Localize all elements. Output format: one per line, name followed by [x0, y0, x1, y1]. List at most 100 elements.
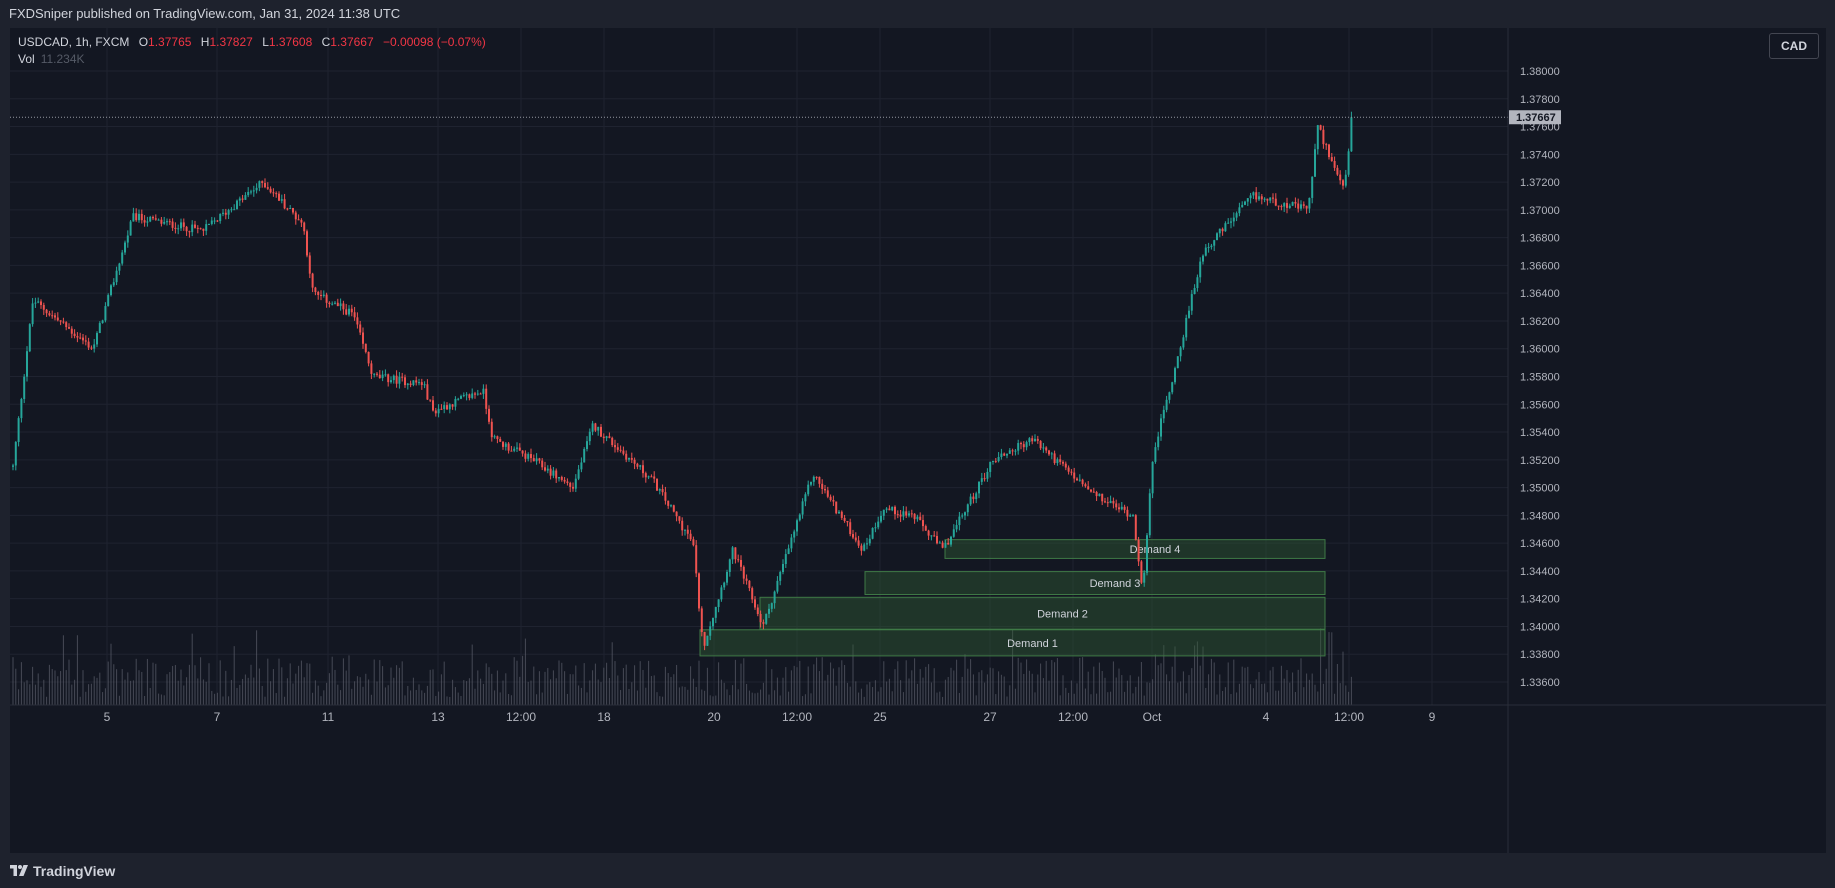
volume-bar	[26, 680, 28, 705]
volume-bar	[1107, 692, 1109, 705]
candle-body	[916, 516, 919, 520]
last-price-tag	[1509, 110, 1561, 125]
candle-body	[583, 449, 586, 463]
candle-body	[320, 294, 322, 296]
volume-bar	[1252, 688, 1254, 705]
volume-bar	[76, 635, 78, 705]
volume-bar	[46, 696, 48, 705]
candle-body	[1238, 207, 1241, 214]
volume-bar	[158, 693, 160, 705]
candle-body	[787, 548, 790, 555]
candle-body	[1263, 198, 1266, 200]
candle-body	[924, 526, 927, 531]
volume-bar	[79, 696, 81, 705]
volume-bar	[611, 642, 613, 705]
tradingview-logo[interactable]: TradingView	[10, 863, 115, 879]
candle-body	[1050, 453, 1053, 455]
volume-bar	[37, 673, 39, 705]
volume-bar	[480, 678, 482, 705]
volume-bar	[760, 689, 762, 705]
candle-body	[664, 492, 667, 501]
volume-bar	[779, 695, 781, 705]
currency-button[interactable]: CAD	[1769, 33, 1819, 59]
volume-bar	[844, 665, 846, 705]
symbol-label[interactable]: USDCAD, 1h, FXCM	[18, 35, 130, 49]
volume-bar	[650, 676, 652, 705]
volume-bar	[1334, 693, 1336, 705]
candle-body	[728, 559, 731, 572]
volume-bar	[172, 665, 174, 705]
candle-body	[82, 337, 84, 341]
volume-bar	[65, 670, 67, 705]
candle-body	[1059, 459, 1062, 462]
volume-bar	[396, 665, 398, 705]
volume-bar	[48, 664, 50, 705]
candle-body	[339, 303, 342, 307]
volume-label[interactable]: Vol	[18, 52, 35, 66]
volume-bar	[1031, 673, 1033, 705]
candle-body	[782, 564, 784, 573]
volume-row: Vol 11.234K	[18, 51, 486, 68]
volume-bar	[102, 692, 104, 705]
volume-bar	[356, 676, 358, 705]
candle-body	[154, 218, 157, 220]
volume-bar	[1339, 683, 1341, 705]
time-tick-label: Oct	[1143, 710, 1162, 724]
price-tick-label: 1.35600	[1520, 399, 1560, 411]
candle-body	[966, 504, 969, 513]
candle-body	[499, 438, 502, 442]
candle-body	[941, 542, 944, 548]
volume-bar	[737, 689, 739, 705]
publish-header: FXDSniper published on TradingView.com, …	[0, 0, 1835, 28]
candle-body	[479, 393, 482, 395]
time-tick-label: 5	[104, 710, 111, 724]
candle-body	[264, 183, 266, 188]
volume-bar	[359, 677, 361, 705]
volume-bar	[90, 683, 92, 705]
candle-body	[969, 496, 972, 505]
candle-body	[647, 476, 650, 478]
volume-bar	[970, 659, 972, 705]
candle-body	[1246, 198, 1249, 202]
candle-body	[815, 476, 818, 478]
volume-bar	[1255, 679, 1257, 705]
candle-body	[756, 607, 759, 615]
volume-bar	[1283, 678, 1285, 705]
candle-body	[247, 191, 250, 196]
volume-bar	[446, 696, 448, 705]
volume-bar	[732, 685, 734, 705]
volume-bar	[440, 674, 442, 705]
volume-bar	[351, 688, 353, 705]
candle-body	[513, 448, 516, 451]
candle-body	[1109, 500, 1112, 504]
candle-body	[317, 292, 320, 295]
candle-body	[334, 302, 336, 304]
volume-bar	[1286, 670, 1288, 705]
volume-bar	[454, 687, 456, 705]
volume-bar	[527, 681, 529, 705]
candle-body	[544, 467, 546, 471]
candle-body	[552, 470, 555, 476]
volume-bar	[130, 680, 132, 705]
open-label: O	[138, 35, 149, 49]
candle-body	[409, 383, 412, 385]
candle-body	[880, 515, 882, 522]
volume-bar	[978, 672, 980, 705]
candle-body	[174, 227, 177, 230]
candle-body	[1319, 125, 1322, 130]
volume-bar	[387, 685, 389, 705]
candle-body	[532, 458, 535, 462]
volume-bar	[1146, 682, 1148, 705]
candle-body	[101, 320, 104, 324]
volume-bar	[474, 688, 476, 705]
candle-body	[1008, 450, 1011, 454]
price-chart[interactable]: Demand 1 Demand 2 Demand 3 Demand 4 1.37667…	[10, 28, 1826, 853]
candle-body	[773, 591, 776, 604]
candle-body	[241, 198, 244, 200]
volume-bar	[23, 682, 25, 705]
candle-body	[213, 220, 216, 222]
candle-body	[894, 506, 896, 515]
candle-body	[530, 454, 532, 459]
volume-bar	[1171, 666, 1173, 705]
candle-body	[59, 320, 62, 322]
